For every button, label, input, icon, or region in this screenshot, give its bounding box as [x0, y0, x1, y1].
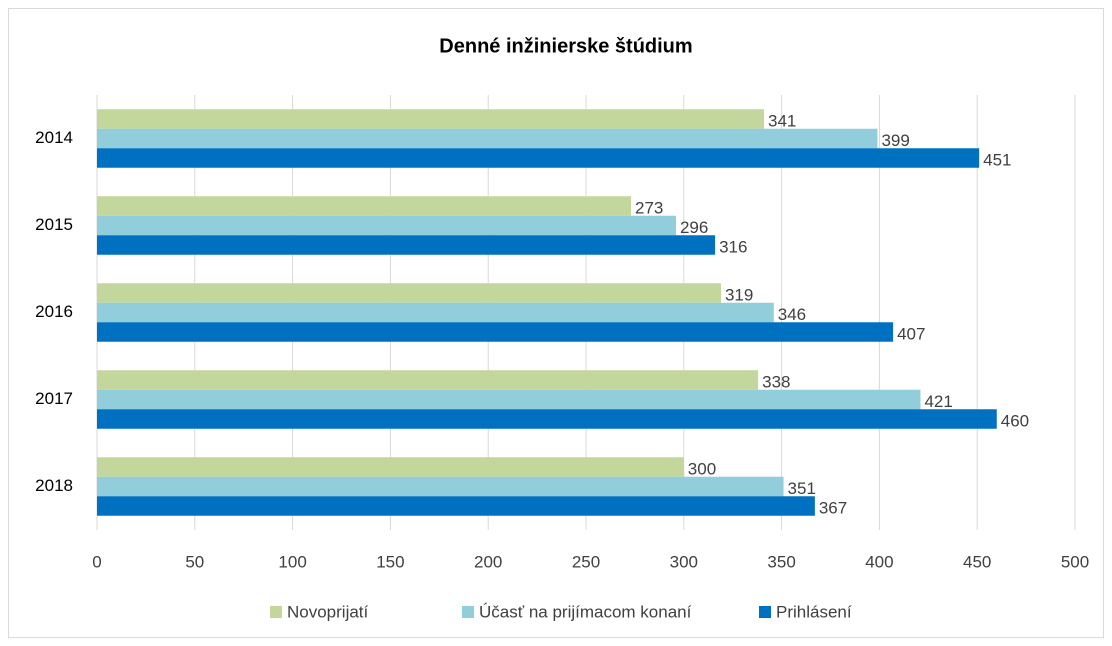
- data-label: 399: [881, 131, 909, 150]
- legend-swatch: [759, 606, 771, 618]
- data-label: 460: [1001, 411, 1029, 430]
- x-tick-label: 350: [767, 552, 795, 571]
- x-tick-label: 450: [963, 552, 991, 571]
- y-tick-label: 2016: [35, 302, 73, 321]
- bar: [97, 128, 878, 149]
- x-tick-label: 150: [376, 552, 404, 571]
- bar: [97, 370, 759, 390]
- bar: [97, 196, 631, 216]
- bar: [97, 409, 997, 429]
- bar: [97, 302, 774, 323]
- bar: [97, 148, 980, 168]
- legend-label: Účasť na prijímacom konaní: [479, 602, 692, 621]
- data-label: 451: [983, 150, 1011, 169]
- y-tick-label: 2018: [35, 476, 73, 495]
- data-label: 338: [762, 372, 790, 391]
- y-tick-label: 2014: [35, 128, 73, 147]
- chart-title: Denné inžinierske štúdium: [439, 35, 692, 57]
- x-tick-label: 500: [1061, 552, 1089, 571]
- bar: [97, 496, 815, 516]
- legend-swatch: [270, 606, 282, 618]
- data-label: 351: [788, 479, 816, 498]
- data-label: 341: [768, 111, 796, 130]
- bar: [97, 457, 684, 477]
- x-tick-label: 400: [865, 552, 893, 571]
- data-label: 273: [635, 198, 663, 217]
- x-tick-label: 300: [670, 552, 698, 571]
- bar: [97, 235, 716, 255]
- bar: [97, 322, 894, 342]
- x-tick-label: 100: [278, 552, 306, 571]
- data-label: 407: [897, 324, 925, 343]
- data-label: 421: [924, 392, 952, 411]
- data-label: 346: [778, 305, 806, 324]
- legend-label: Prihlásení: [776, 602, 852, 621]
- bar: [97, 389, 921, 410]
- legend-swatch: [462, 606, 474, 618]
- data-label: 300: [688, 459, 716, 478]
- x-tick-label: 0: [92, 552, 101, 571]
- data-label: 319: [725, 285, 753, 304]
- y-tick-label: 2017: [35, 389, 73, 408]
- bar: [97, 215, 676, 236]
- x-tick-label: 50: [185, 552, 204, 571]
- data-label: 316: [719, 237, 747, 256]
- bar: [97, 109, 764, 129]
- data-label: 367: [819, 498, 847, 517]
- x-tick-label: 250: [572, 552, 600, 571]
- bar: [97, 476, 784, 497]
- data-label: 296: [680, 218, 708, 237]
- legend-label: Novoprijatí: [287, 602, 369, 621]
- bar: [97, 283, 721, 303]
- y-tick-label: 2015: [35, 215, 73, 234]
- x-tick-label: 200: [474, 552, 502, 571]
